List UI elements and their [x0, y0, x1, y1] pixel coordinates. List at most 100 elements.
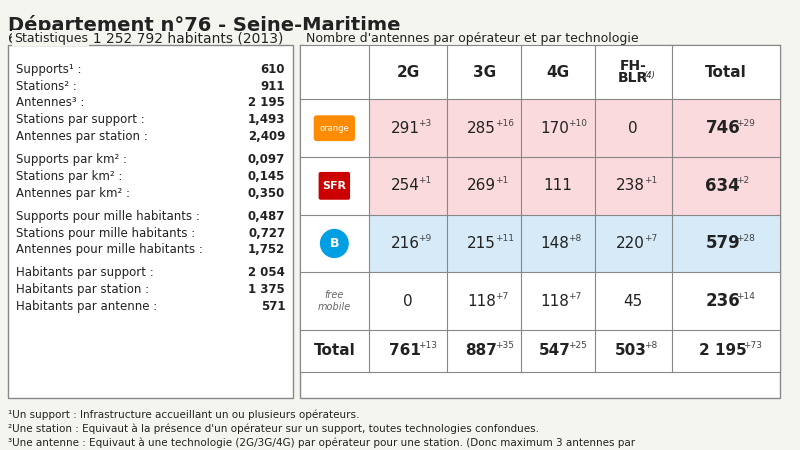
Text: +1: +1	[418, 176, 432, 185]
Text: +73: +73	[743, 342, 762, 351]
Text: 216: 216	[390, 236, 420, 251]
Text: 2G: 2G	[397, 64, 420, 80]
Text: 503: 503	[614, 343, 646, 358]
Text: 4G: 4G	[546, 64, 570, 80]
FancyBboxPatch shape	[300, 215, 369, 272]
Text: 0,145: 0,145	[248, 170, 285, 183]
Text: +11: +11	[494, 234, 514, 243]
FancyBboxPatch shape	[300, 99, 780, 157]
Text: 2 195: 2 195	[248, 96, 285, 109]
Text: 761: 761	[390, 343, 421, 358]
Text: 746: 746	[706, 119, 740, 137]
Text: ¹Un support : Infrastructure accueillant un ou plusieurs opérateurs.: ¹Un support : Infrastructure accueillant…	[8, 410, 359, 420]
Text: 45: 45	[624, 293, 643, 309]
FancyBboxPatch shape	[300, 157, 780, 215]
FancyBboxPatch shape	[314, 115, 355, 141]
Text: 2 195: 2 195	[699, 343, 746, 358]
Text: ³Une antenne : Equivaut à une technologie (2G/3G/4G) par opérateur pour une stat: ³Une antenne : Equivaut à une technologi…	[8, 437, 635, 448]
Text: 571: 571	[261, 300, 285, 313]
Text: 1,493: 1,493	[248, 113, 285, 126]
FancyBboxPatch shape	[300, 157, 369, 215]
Text: +28: +28	[736, 234, 755, 243]
FancyBboxPatch shape	[300, 272, 780, 330]
Text: Stations² :: Stations² :	[16, 80, 77, 93]
Text: +7: +7	[643, 234, 657, 243]
Text: +14: +14	[736, 292, 755, 301]
FancyBboxPatch shape	[300, 330, 780, 372]
Text: Statistiques: Statistiques	[14, 32, 88, 45]
FancyBboxPatch shape	[300, 45, 780, 99]
Text: 0,487: 0,487	[248, 210, 285, 223]
Text: 0: 0	[629, 121, 638, 136]
Text: 0: 0	[403, 293, 413, 309]
Text: Supports¹ :: Supports¹ :	[16, 63, 82, 76]
Text: FH-: FH-	[620, 59, 646, 73]
Text: 118: 118	[467, 293, 496, 309]
Text: +8: +8	[643, 342, 657, 351]
Text: 236: 236	[706, 292, 740, 310]
Text: +10: +10	[568, 119, 587, 128]
Text: (4): (4)	[643, 71, 655, 80]
Text: 2,409: 2,409	[248, 130, 285, 143]
Text: 291: 291	[390, 121, 420, 136]
Text: 148: 148	[541, 236, 570, 251]
Text: +29: +29	[736, 119, 755, 128]
Text: +8: +8	[568, 234, 582, 243]
Text: 547: 547	[539, 343, 571, 358]
Text: 3G: 3G	[473, 64, 496, 80]
Text: +13: +13	[418, 342, 438, 351]
Text: Supports par km² :: Supports par km² :	[16, 153, 126, 166]
Text: 238: 238	[616, 178, 645, 194]
Text: B: B	[330, 237, 339, 250]
Text: 215: 215	[467, 236, 496, 251]
Text: +9: +9	[418, 234, 432, 243]
Text: +7: +7	[494, 292, 508, 301]
Text: +3: +3	[418, 119, 432, 128]
FancyBboxPatch shape	[8, 45, 293, 397]
Text: +1: +1	[643, 176, 657, 185]
Text: 170: 170	[541, 121, 570, 136]
Text: 269: 269	[466, 178, 496, 194]
Text: 0,097: 0,097	[248, 153, 285, 166]
FancyBboxPatch shape	[300, 99, 369, 157]
Text: Total: Total	[314, 343, 355, 358]
Text: Stations par support :: Stations par support :	[16, 113, 145, 126]
Text: +25: +25	[568, 342, 587, 351]
Text: Supports pour mille habitants :: Supports pour mille habitants :	[16, 210, 200, 223]
Text: SFR: SFR	[322, 181, 346, 191]
Text: 1 375: 1 375	[249, 283, 285, 296]
Text: 2 054: 2 054	[248, 266, 285, 279]
Text: 6 278 km² - 1 252 792 habitants (2013): 6 278 km² - 1 252 792 habitants (2013)	[8, 32, 283, 46]
Text: 887: 887	[466, 343, 498, 358]
Text: +1: +1	[494, 176, 508, 185]
Text: +7: +7	[568, 292, 582, 301]
Text: +16: +16	[494, 119, 514, 128]
Text: Stations par km² :: Stations par km² :	[16, 170, 122, 183]
Text: Habitants par antenne :: Habitants par antenne :	[16, 300, 157, 313]
Text: Total: Total	[705, 64, 746, 80]
Text: Habitants par station :: Habitants par station :	[16, 283, 149, 296]
Text: 0,727: 0,727	[248, 227, 285, 239]
Text: 111: 111	[544, 178, 573, 194]
Text: Stations pour mille habitants :: Stations pour mille habitants :	[16, 227, 195, 239]
FancyBboxPatch shape	[300, 272, 369, 330]
Text: 285: 285	[467, 121, 496, 136]
Text: 634: 634	[706, 177, 740, 195]
Text: +35: +35	[494, 342, 514, 351]
Text: 254: 254	[390, 178, 419, 194]
Text: Habitants par support :: Habitants par support :	[16, 266, 154, 279]
Circle shape	[321, 230, 348, 257]
Text: 1,752: 1,752	[248, 243, 285, 256]
Text: 911: 911	[261, 80, 285, 93]
Text: BLR: BLR	[618, 71, 648, 85]
Text: ²Une station : Equivaut à la présence d'un opérateur sur un support, toutes tech: ²Une station : Equivaut à la présence d'…	[8, 423, 539, 434]
Text: 0,350: 0,350	[248, 187, 285, 200]
FancyBboxPatch shape	[318, 172, 350, 200]
Text: Nombre d'antennes par opérateur et par technologie: Nombre d'antennes par opérateur et par t…	[306, 32, 638, 45]
Text: 579: 579	[706, 234, 740, 252]
Text: Antennes pour mille habitants :: Antennes pour mille habitants :	[16, 243, 202, 256]
Text: +2: +2	[736, 176, 749, 185]
Text: Antennes par station :: Antennes par station :	[16, 130, 147, 143]
Text: free
mobile: free mobile	[318, 290, 351, 312]
Text: Département n°76 - Seine-Maritime: Département n°76 - Seine-Maritime	[8, 15, 400, 35]
